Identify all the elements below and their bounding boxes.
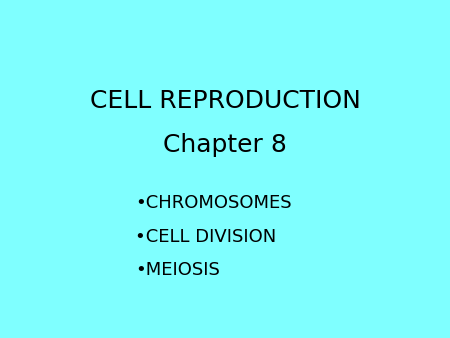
- Text: Chapter 8: Chapter 8: [163, 133, 287, 158]
- Text: •CHROMOSOMES: •CHROMOSOMES: [135, 194, 292, 212]
- Text: •CELL DIVISION: •CELL DIVISION: [135, 227, 276, 246]
- Text: •MEIOSIS: •MEIOSIS: [135, 261, 220, 280]
- Text: CELL REPRODUCTION: CELL REPRODUCTION: [90, 89, 360, 114]
